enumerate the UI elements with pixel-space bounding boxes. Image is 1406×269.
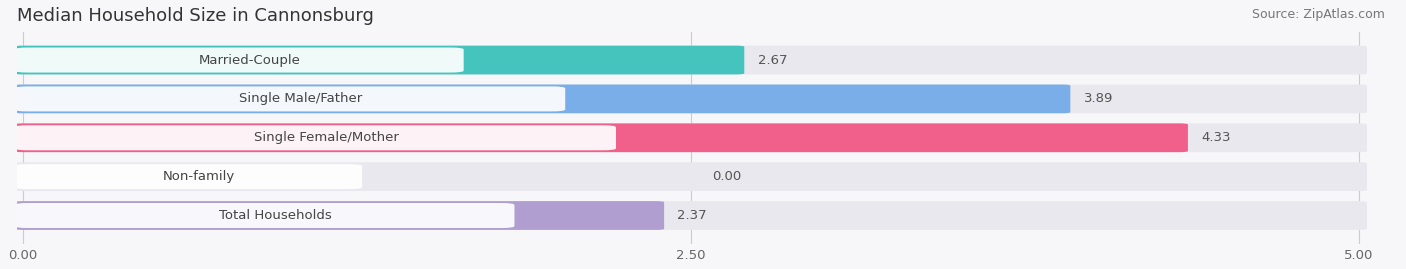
Text: 0.00: 0.00 <box>713 170 741 183</box>
Text: Total Households: Total Households <box>219 209 332 222</box>
Text: 4.33: 4.33 <box>1201 131 1230 144</box>
FancyBboxPatch shape <box>14 86 565 111</box>
Text: Single Male/Father: Single Male/Father <box>239 93 363 105</box>
Text: Married-Couple: Married-Couple <box>198 54 301 66</box>
FancyBboxPatch shape <box>14 84 1367 113</box>
FancyBboxPatch shape <box>14 84 1070 113</box>
Text: Median Household Size in Cannonsburg: Median Household Size in Cannonsburg <box>17 7 374 25</box>
FancyBboxPatch shape <box>14 123 1367 152</box>
FancyBboxPatch shape <box>14 164 363 189</box>
Text: Non-family: Non-family <box>163 170 235 183</box>
FancyBboxPatch shape <box>14 46 744 75</box>
FancyBboxPatch shape <box>14 203 515 228</box>
Text: 2.37: 2.37 <box>678 209 707 222</box>
FancyBboxPatch shape <box>14 201 1367 230</box>
FancyBboxPatch shape <box>14 125 616 150</box>
FancyBboxPatch shape <box>14 162 1367 191</box>
FancyBboxPatch shape <box>14 48 464 73</box>
Text: 2.67: 2.67 <box>758 54 787 66</box>
Text: Single Female/Mother: Single Female/Mother <box>253 131 398 144</box>
FancyBboxPatch shape <box>14 123 1188 152</box>
FancyBboxPatch shape <box>14 46 1367 75</box>
Text: Source: ZipAtlas.com: Source: ZipAtlas.com <box>1251 8 1385 21</box>
Text: 3.89: 3.89 <box>1084 93 1114 105</box>
FancyBboxPatch shape <box>14 201 664 230</box>
